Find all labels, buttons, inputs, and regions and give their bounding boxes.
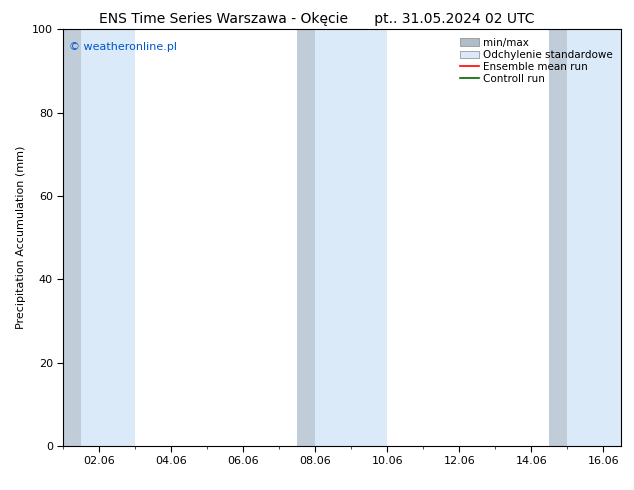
Legend: min/max, Odchylenie standardowe, Ensemble mean run, Controll run: min/max, Odchylenie standardowe, Ensembl…	[457, 35, 616, 87]
Text: © weatheronline.pl: © weatheronline.pl	[69, 42, 177, 52]
Bar	[315, 29, 387, 446]
Bar	[567, 29, 621, 446]
Y-axis label: Precipitation Accumulation (mm): Precipitation Accumulation (mm)	[16, 146, 27, 329]
Bar	[549, 29, 567, 446]
Text: ENS Time Series Warszawa - Okęcie      pt.. 31.05.2024 02 UTC: ENS Time Series Warszawa - Okęcie pt.. 3…	[100, 12, 534, 26]
Bar	[297, 29, 315, 446]
Bar	[81, 29, 136, 446]
Bar	[63, 29, 81, 446]
